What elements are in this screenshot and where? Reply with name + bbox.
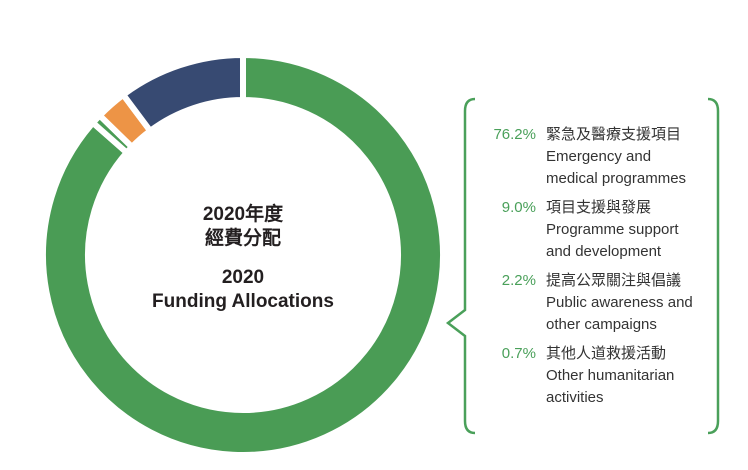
legend-label-en: Programme support <box>546 221 679 238</box>
title-zh-line2: 經費分配 <box>204 228 281 249</box>
title-en-line2: Funding Allocations <box>152 291 334 312</box>
legend-label-zh: 緊急及醫療支援項目 <box>546 126 682 143</box>
donut-slice <box>119 51 246 136</box>
legend: 76.2% 緊急及醫療支援項目 Emergency and medical progr… <box>470 124 730 416</box>
legend-label-zh: 其他人道救援活動 <box>546 345 667 362</box>
legend-label-zh: 提高公眾關注與倡議 <box>546 272 682 289</box>
legend-label-en: Emergency and <box>546 148 652 165</box>
legend-label-en: and development <box>546 243 662 260</box>
legend-percent: 2.2% <box>501 272 536 289</box>
title-en-line1: 2020 <box>221 267 265 288</box>
legend-item: 0.7% 其他人道救援活動 Other humanitarian activities <box>470 343 730 409</box>
legend-percent: 9.0% <box>501 199 536 216</box>
legend-label-en: medical programmes <box>546 170 687 187</box>
legend-percent: 0.7% <box>501 345 536 362</box>
legend-item: 76.2% 緊急及醫療支援項目 Emergency and medical progr… <box>470 124 730 190</box>
legend-label-en: activities <box>546 389 604 406</box>
legend-label-en: Other humanitarian <box>546 367 675 384</box>
legend-item: 2.2% 提高公眾關注與倡議 Public awareness and other c… <box>470 270 730 336</box>
legend-label-zh: 項目支援與發展 <box>546 199 652 216</box>
center-title-zh: 2020年度 經費分配 <box>143 203 343 251</box>
title-zh-line1: 2020年度 <box>202 204 284 225</box>
legend-label-en: other campaigns <box>546 316 657 333</box>
center-title-en: 2020 Funding Allocations <box>143 266 343 314</box>
legend-item: 9.0% 項目支援與發展 Programme support and developm… <box>470 197 730 263</box>
legend-bracket <box>445 97 720 435</box>
legend-label-en: Public awareness and <box>546 294 693 311</box>
donut-slice <box>40 51 446 458</box>
legend-percent: 76.2% <box>493 126 536 143</box>
